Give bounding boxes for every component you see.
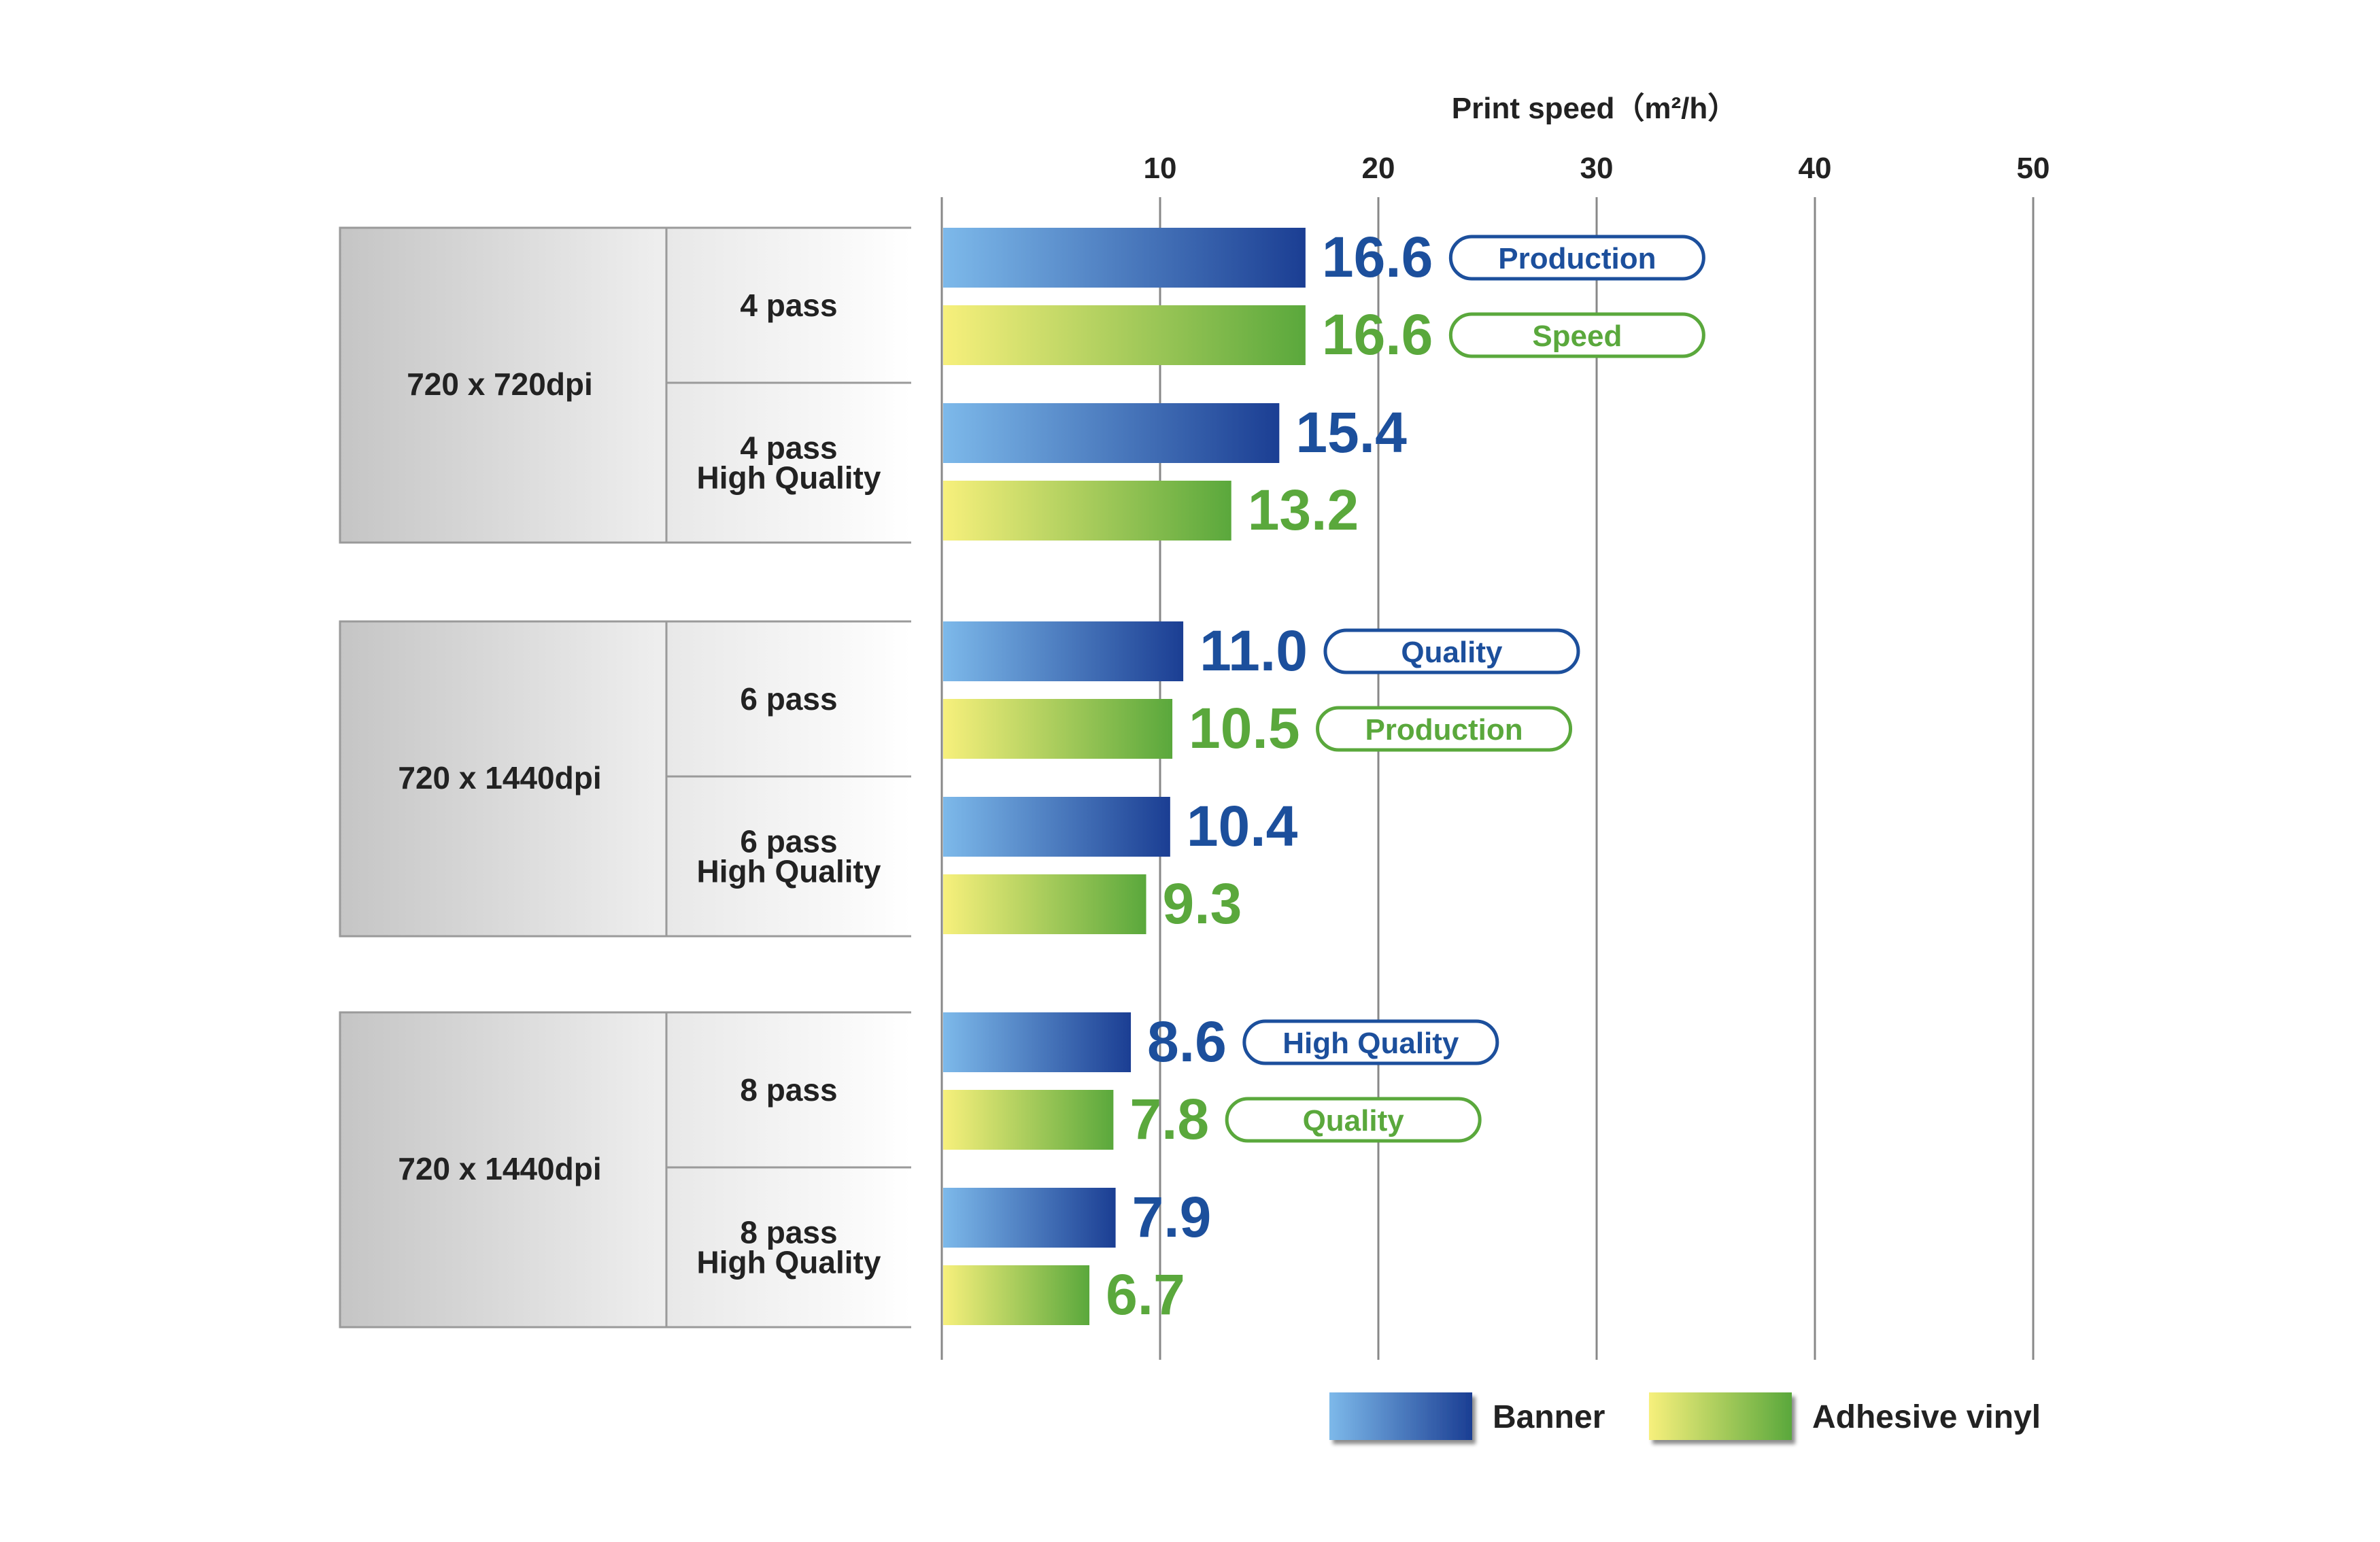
bar [943, 403, 1280, 463]
value-label: 13.2 [1248, 478, 1359, 542]
bar [943, 481, 1231, 541]
mode-label: 4 pass [740, 430, 837, 466]
mode-label: 8 pass [740, 1215, 837, 1250]
resolution-cell [340, 228, 666, 543]
legend-swatch [1329, 1392, 1472, 1440]
x-tick-label: 20 [1362, 152, 1395, 185]
value-label: 15.4 [1295, 400, 1407, 464]
tag-label: Production [1365, 713, 1523, 747]
tag-pill [1323, 628, 1580, 674]
mode-cell [666, 621, 911, 776]
mode-label: High Quality [697, 460, 881, 496]
axis-title: Print speed（m²/h） [1452, 92, 1738, 125]
value-label: 11.0 [1200, 619, 1308, 683]
bar [943, 1265, 1090, 1325]
bar [943, 699, 1173, 759]
bar [943, 874, 1146, 934]
mode-label: 6 pass [740, 824, 837, 859]
tag-label: High Quality [1282, 1027, 1459, 1060]
x-tick-label: 30 [1580, 152, 1614, 185]
resolution-label: 720 x 720dpi [407, 366, 593, 402]
legend-swatch [1649, 1392, 1792, 1440]
bar [943, 305, 1306, 365]
resolution-cell [340, 621, 666, 936]
value-label: 10.5 [1189, 696, 1300, 760]
tag-label: Production [1498, 242, 1656, 275]
legend-label: Adhesive vinyl [1812, 1399, 2041, 1435]
value-label: 10.4 [1187, 794, 1298, 858]
bar [943, 621, 1184, 681]
bar [943, 1090, 1114, 1150]
grid-layer: 10 20 30 40 50 [940, 152, 2050, 1360]
resolution-cell [340, 1012, 666, 1327]
mode-cell [666, 228, 911, 383]
table-border [339, 1011, 911, 1329]
bar-layer: 16.6 Production 16.6 Speed 15.4 13.2 11.0 Quali… [943, 225, 1705, 1326]
resolution-label: 720 x 1440dpi [398, 1151, 601, 1186]
mode-cell [666, 383, 911, 543]
table-border [339, 620, 911, 938]
bar [943, 1188, 1116, 1248]
mode-label: 8 pass [740, 1072, 837, 1108]
mode-label: High Quality [697, 854, 881, 889]
bar [943, 1012, 1132, 1072]
x-tick-label: 50 [2017, 152, 2050, 185]
tag-pill [1448, 312, 1705, 358]
tag-pill [1242, 1019, 1499, 1065]
value-label: 8.6 [1147, 1010, 1227, 1074]
value-label: 16.6 [1322, 225, 1433, 289]
mode-cell [666, 1167, 911, 1327]
legend-label: Banner [1493, 1399, 1605, 1435]
bar [943, 797, 1170, 857]
mode-cell [666, 776, 911, 936]
tag-pill [1316, 706, 1573, 752]
tag-label: Quality [1401, 636, 1503, 669]
x-tick-label: 10 [1144, 152, 1177, 185]
x-tick-label: 40 [1799, 152, 1832, 185]
mode-cell [666, 1012, 911, 1167]
value-label: 6.7 [1106, 1263, 1185, 1326]
value-label: 7.9 [1132, 1185, 1212, 1249]
tag-label: Speed [1532, 320, 1622, 353]
tag-pill [1448, 235, 1705, 281]
mode-label: 6 pass [740, 681, 837, 717]
tag-pill [1225, 1097, 1482, 1143]
resolution-label: 720 x 1440dpi [398, 760, 601, 795]
mode-label: 4 pass [740, 288, 837, 323]
mode-label: High Quality [697, 1245, 881, 1280]
value-label: 9.3 [1163, 872, 1242, 936]
table-border [339, 226, 911, 544]
tag-label: Quality [1303, 1104, 1405, 1137]
value-label: 7.8 [1129, 1087, 1209, 1151]
bar [943, 228, 1306, 288]
value-label: 16.6 [1322, 303, 1433, 366]
legend: Banner Adhesive vinyl [1329, 1392, 2041, 1440]
